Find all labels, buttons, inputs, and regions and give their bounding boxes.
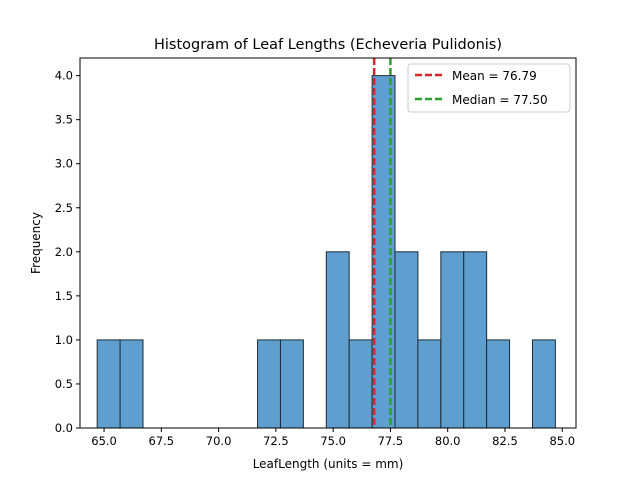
y-axis-ticks: 0.0 0.5 1.0 1.5 2.0 2.5 3.0 3.5 4.0 [55,69,80,435]
y-tick-label: 0.0 [55,421,73,435]
x-tick-label: 77.5 [378,434,404,448]
histogram-bar [279,339,304,429]
y-tick-label: 2.5 [55,201,73,215]
histogram-bar [348,339,373,429]
histogram-bar [463,251,488,429]
y-axis-label: Frequency [29,212,43,274]
chart-title: Histogram of Leaf Lengths (Echeveria Pul… [154,37,502,53]
x-tick-label: 82.5 [492,434,518,448]
y-tick-label: 1.5 [55,289,73,303]
y-tick-label: 3.5 [55,113,73,127]
histogram-bar [394,251,419,429]
y-tick-label: 2.0 [55,245,73,259]
histogram-bar [531,339,556,429]
x-tick-label: 80.0 [435,434,461,448]
histogram-bar [119,339,144,429]
histogram-bar [96,339,121,429]
reference-lines [372,58,392,428]
x-tick-label: 72.5 [263,434,289,448]
y-tick-label: 3.0 [55,157,73,171]
x-tick-label: 67.5 [149,434,175,448]
legend-median-label: Median = 77.50 [452,93,548,107]
histogram-bar [486,339,511,429]
x-axis-ticks: 65.0 67.5 70.0 72.5 75.0 77.5 80.0 82.5 85.0 [91,428,575,448]
y-tick-label: 4.0 [55,69,73,83]
legend-box [407,63,571,113]
x-tick-label: 85.0 [549,434,575,448]
x-tick-label: 75.0 [320,434,346,448]
axes-frame [79,57,577,429]
x-tick-label: 65.0 [91,434,117,448]
histogram-bar [257,339,281,429]
legend-mean-label: Mean = 76.79 [452,69,537,83]
histogram-bar [440,251,465,429]
y-tick-label: 0.5 [55,377,73,391]
x-axis-label: LeafLength (units = mm) [253,457,404,471]
y-tick-label: 1.0 [55,333,73,347]
x-tick-label: 70.0 [206,434,232,448]
legend: Mean = 76.79 Median = 77.50 [407,63,571,113]
histogram-bar [417,339,442,429]
histogram-bar [325,251,350,429]
